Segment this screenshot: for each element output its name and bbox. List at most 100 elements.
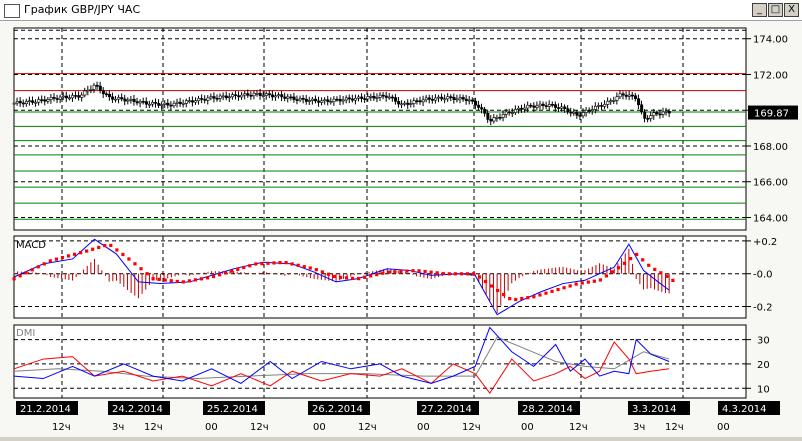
signal-dot bbox=[42, 262, 46, 266]
candle-body bbox=[384, 95, 388, 98]
signal-dot bbox=[302, 265, 306, 269]
candle-body bbox=[114, 98, 118, 101]
candle-body bbox=[203, 99, 207, 101]
candle-body bbox=[188, 100, 192, 102]
close-button[interactable]: X bbox=[784, 3, 799, 17]
candle-body bbox=[228, 96, 232, 99]
candle-body bbox=[514, 109, 518, 113]
signal-dot bbox=[48, 259, 52, 263]
signal-dot bbox=[91, 247, 95, 251]
candle-body bbox=[326, 99, 330, 102]
hour-label: 12ч bbox=[569, 422, 588, 433]
candle-body bbox=[104, 93, 108, 96]
candle-body bbox=[221, 95, 225, 98]
signal-dot bbox=[54, 257, 59, 261]
minimize-button[interactable]: _ bbox=[752, 3, 767, 17]
hour-label: 00 bbox=[313, 422, 326, 433]
date-label-box bbox=[718, 401, 780, 415]
candle-body bbox=[129, 98, 133, 101]
dmi-tick-label: 10 bbox=[757, 384, 770, 395]
signal-dot bbox=[296, 263, 300, 267]
signal-dot bbox=[320, 270, 324, 274]
candle-body bbox=[126, 99, 130, 102]
signal-dot bbox=[653, 267, 657, 272]
signal-dot bbox=[580, 281, 584, 285]
candle-body bbox=[544, 105, 548, 107]
candle-body bbox=[526, 104, 530, 109]
candle-body bbox=[212, 96, 216, 99]
signal-dot bbox=[78, 251, 83, 255]
candle-body bbox=[581, 112, 585, 117]
signal-dot bbox=[369, 274, 373, 278]
signal-dot bbox=[375, 272, 379, 277]
candle-body bbox=[434, 97, 438, 101]
candle-body bbox=[507, 111, 511, 114]
candle-body bbox=[111, 96, 115, 100]
candle-body bbox=[403, 102, 407, 105]
hour-label: 00 bbox=[717, 422, 730, 433]
candle-body bbox=[372, 96, 376, 99]
hour-label: 12ч bbox=[250, 422, 269, 433]
candle-body bbox=[627, 94, 631, 97]
candle-body bbox=[443, 98, 447, 101]
date-label: 4.3.2014 bbox=[722, 404, 767, 415]
signal-dot bbox=[387, 270, 391, 274]
price-tick-label: 174.00 bbox=[753, 35, 788, 46]
candle-body bbox=[135, 101, 139, 104]
candle-body bbox=[283, 96, 287, 99]
candle-body bbox=[61, 95, 65, 98]
candle-body bbox=[637, 98, 641, 106]
date-label: 21.2.2014 bbox=[20, 404, 71, 415]
signal-dot bbox=[489, 284, 494, 288]
candle-body bbox=[615, 96, 619, 101]
candle-body bbox=[517, 107, 521, 110]
signal-dot bbox=[647, 263, 651, 267]
signal-dot bbox=[85, 249, 89, 253]
last-price-marker bbox=[748, 105, 798, 120]
candle-body bbox=[338, 98, 342, 102]
signal-dot bbox=[12, 277, 16, 281]
candle-body bbox=[289, 96, 293, 99]
signal-dot bbox=[308, 266, 312, 270]
signal-dot bbox=[97, 245, 101, 250]
signal-dot bbox=[592, 279, 596, 283]
hour-label: 00 bbox=[521, 422, 534, 433]
candle-body bbox=[304, 98, 308, 102]
candle-body bbox=[400, 103, 404, 106]
price-panel-frame bbox=[13, 27, 747, 231]
signal-dot bbox=[24, 271, 28, 275]
candle-body bbox=[520, 107, 524, 110]
signal-dot bbox=[399, 269, 403, 274]
candle-body bbox=[92, 84, 96, 90]
signal-dot bbox=[405, 269, 409, 273]
candle-body bbox=[191, 100, 195, 103]
candle-body bbox=[606, 100, 610, 105]
signal-dot bbox=[248, 264, 252, 268]
candle-body bbox=[74, 95, 78, 97]
candle-body bbox=[344, 97, 348, 101]
candle-body bbox=[609, 100, 613, 102]
candle-body bbox=[138, 101, 142, 104]
date-label-box bbox=[417, 401, 479, 415]
price-tick-label: 164.00 bbox=[753, 213, 788, 224]
candle-body bbox=[492, 117, 496, 122]
candle-body bbox=[621, 93, 625, 96]
candle-body bbox=[409, 103, 413, 105]
signal-dot bbox=[616, 266, 621, 270]
candle-body bbox=[120, 97, 124, 100]
candle-body bbox=[406, 102, 410, 105]
signal-dot bbox=[236, 267, 240, 271]
signal-dot bbox=[435, 271, 439, 275]
signal-dot bbox=[139, 267, 143, 271]
signal-dot bbox=[532, 295, 536, 299]
signal-dot bbox=[550, 289, 554, 293]
maximize-button[interactable]: □ bbox=[768, 3, 783, 17]
dmi-di-line bbox=[13, 341, 670, 395]
candle-body bbox=[175, 101, 179, 104]
candle-body bbox=[584, 109, 588, 113]
signal-dot bbox=[254, 262, 258, 266]
date-label: 25.2.2014 bbox=[207, 404, 258, 415]
candle-body bbox=[597, 105, 601, 107]
candle-body bbox=[274, 95, 278, 98]
hour-label: 3ч bbox=[633, 422, 645, 433]
